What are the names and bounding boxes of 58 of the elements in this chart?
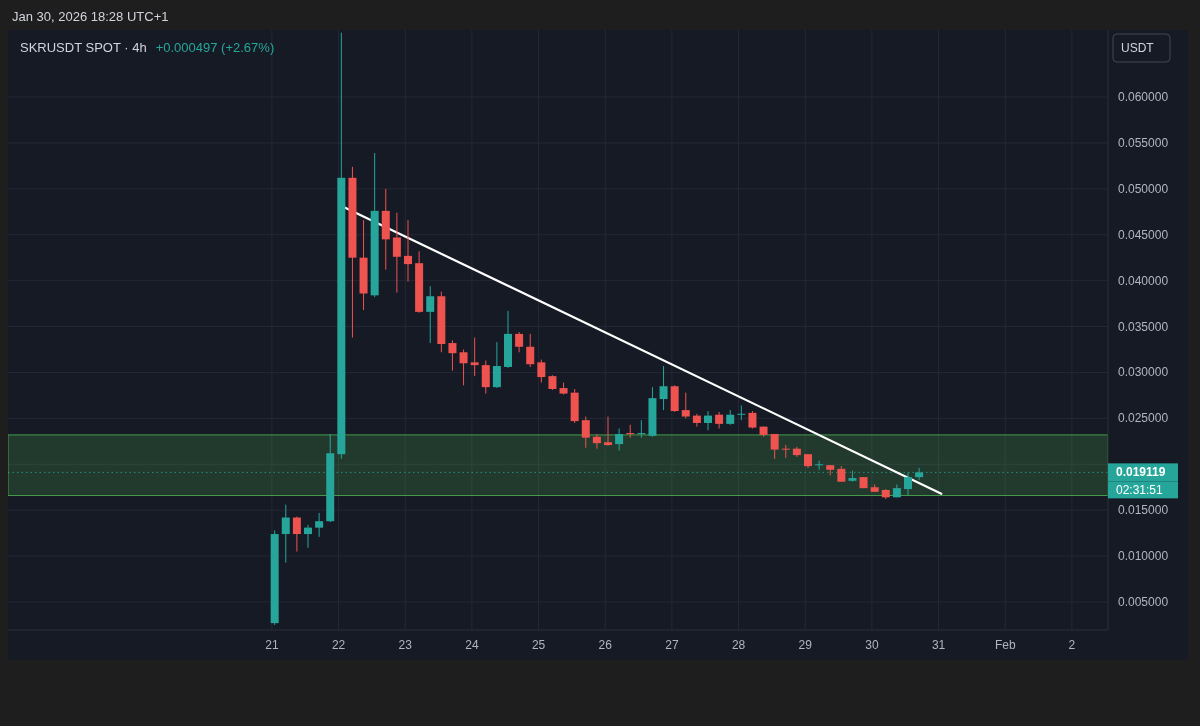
candlestick <box>404 219 412 283</box>
candlestick <box>637 419 646 439</box>
x-tick-label: 25 <box>531 638 546 652</box>
y-tick-label: 0.030000 <box>1118 365 1169 380</box>
x-tick-label: 31 <box>931 638 946 652</box>
candlestick <box>537 359 546 384</box>
candlestick <box>659 365 668 411</box>
candlestick <box>492 341 501 389</box>
x-tick-label: 21 <box>265 638 279 652</box>
candlestick <box>615 427 624 451</box>
candlestick <box>704 410 712 431</box>
text: +0.000497 (+2.67%) <box>155 39 275 55</box>
candlestick <box>448 339 457 372</box>
x-tick-label: 22 <box>331 638 346 652</box>
candlestick <box>770 433 779 460</box>
candlestick <box>481 360 490 395</box>
x-tick-label: 29 <box>798 638 813 652</box>
candlestick <box>626 424 635 439</box>
text: Jan 30, 2026 18:28 UTC+1 <box>12 8 169 24</box>
x-tick-label: 30 <box>865 638 879 652</box>
candlestick <box>581 416 590 449</box>
y-tick-label: 0.050000 <box>1118 181 1169 196</box>
candlestick <box>681 392 690 419</box>
x-tick-label: 2 <box>1068 638 1076 652</box>
text: SKRUSDT SPOT · 4h <box>20 39 147 55</box>
candlestick <box>815 460 824 471</box>
y-tick-label: 0.010000 <box>1118 549 1169 564</box>
ref-line-label: 0.019119 <box>1116 465 1166 480</box>
y-axis-title: USDT <box>1121 41 1155 55</box>
candlestick <box>304 524 312 549</box>
candlestick <box>392 212 401 294</box>
x-tick-label: 27 <box>665 638 679 652</box>
candlestick <box>692 413 701 428</box>
candlestick <box>292 516 301 552</box>
y-tick-label: 0.055000 <box>1118 135 1169 150</box>
y-tick-label: 0.040000 <box>1118 273 1169 288</box>
candlestick <box>515 331 524 353</box>
y-tick-label: 0.035000 <box>1118 319 1169 334</box>
candlestick <box>426 285 435 344</box>
text: 02:31:51 <box>1116 482 1164 497</box>
x-tick-label: 28 <box>731 638 746 652</box>
candlestick <box>470 337 479 377</box>
y-tick-label: 0.060000 <box>1118 90 1169 105</box>
candlestick <box>281 504 290 564</box>
y-tick-label: 0.025000 <box>1118 411 1169 426</box>
candlestick <box>526 333 535 368</box>
candlestick <box>459 349 468 386</box>
x-tick-label: 24 <box>465 638 479 652</box>
candlestick <box>781 444 790 459</box>
candlestick <box>315 512 324 538</box>
x-tick-label: 26 <box>598 638 613 652</box>
x-tick-label: 23 <box>398 638 413 652</box>
candlestick <box>604 416 612 447</box>
y-tick-label: 0.045000 <box>1118 227 1169 242</box>
y-tick-label: 0.015000 <box>1118 503 1169 518</box>
x-tick-label: Feb <box>994 638 1016 652</box>
y-tick-label: 0.005000 <box>1118 595 1169 609</box>
candlestick <box>592 433 601 450</box>
